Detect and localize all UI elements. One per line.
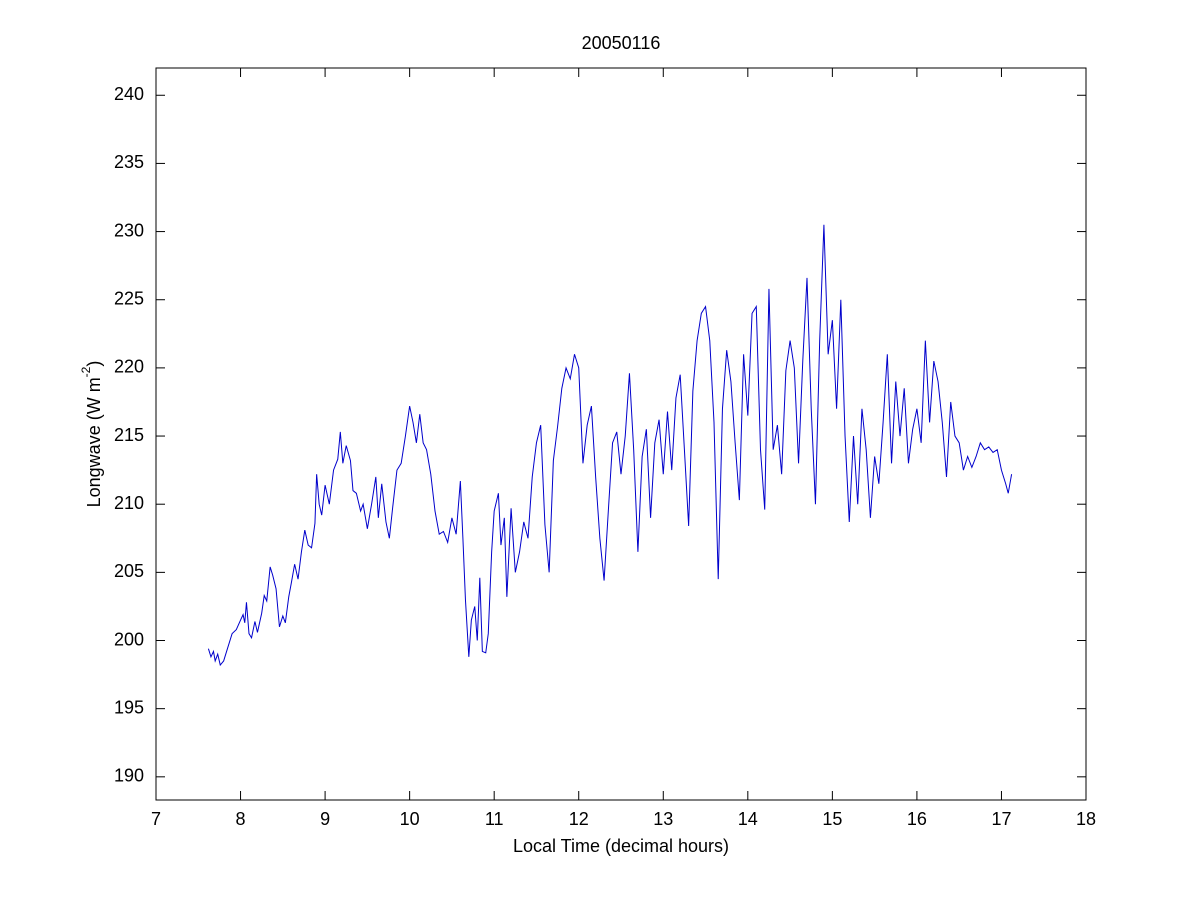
y-label-main: Longwave (W m	[84, 377, 104, 507]
x-tick-label: 15	[822, 809, 842, 829]
y-tick-label: 210	[114, 493, 144, 513]
y-tick-label: 235	[114, 152, 144, 172]
chart-title: 20050116	[582, 33, 661, 53]
y-tick-label: 240	[114, 84, 144, 104]
y-label-sup: -2	[79, 366, 93, 377]
y-tick-label: 200	[114, 629, 144, 649]
y-tick-label: 230	[114, 220, 144, 240]
x-tick-label: 14	[738, 809, 758, 829]
x-tick-label: 13	[653, 809, 673, 829]
y-label-end: )	[84, 361, 104, 367]
y-tick-label: 190	[114, 766, 144, 786]
y-axis-label: Longwave (W m-2)	[79, 361, 104, 508]
x-tick-label: 12	[569, 809, 589, 829]
y-tick-label: 220	[114, 357, 144, 377]
data-line	[207, 224, 1013, 667]
y-tick-label: 225	[114, 288, 144, 308]
x-tick-label: 7	[151, 809, 161, 829]
x-tick-label: 16	[907, 809, 927, 829]
y-tick-label: 195	[114, 697, 144, 717]
x-tick-label: 17	[991, 809, 1011, 829]
x-tick-label: 10	[400, 809, 420, 829]
plot-box	[155, 67, 1087, 801]
y-tick-label: 205	[114, 561, 144, 581]
x-axis-label: Local Time (decimal hours)	[513, 836, 729, 856]
x-tick-label: 11	[485, 809, 504, 829]
x-tick-label: 9	[320, 809, 330, 829]
x-tick-label: 18	[1076, 809, 1096, 829]
x-tick-label: 8	[236, 809, 246, 829]
y-tick-label: 215	[114, 425, 144, 445]
